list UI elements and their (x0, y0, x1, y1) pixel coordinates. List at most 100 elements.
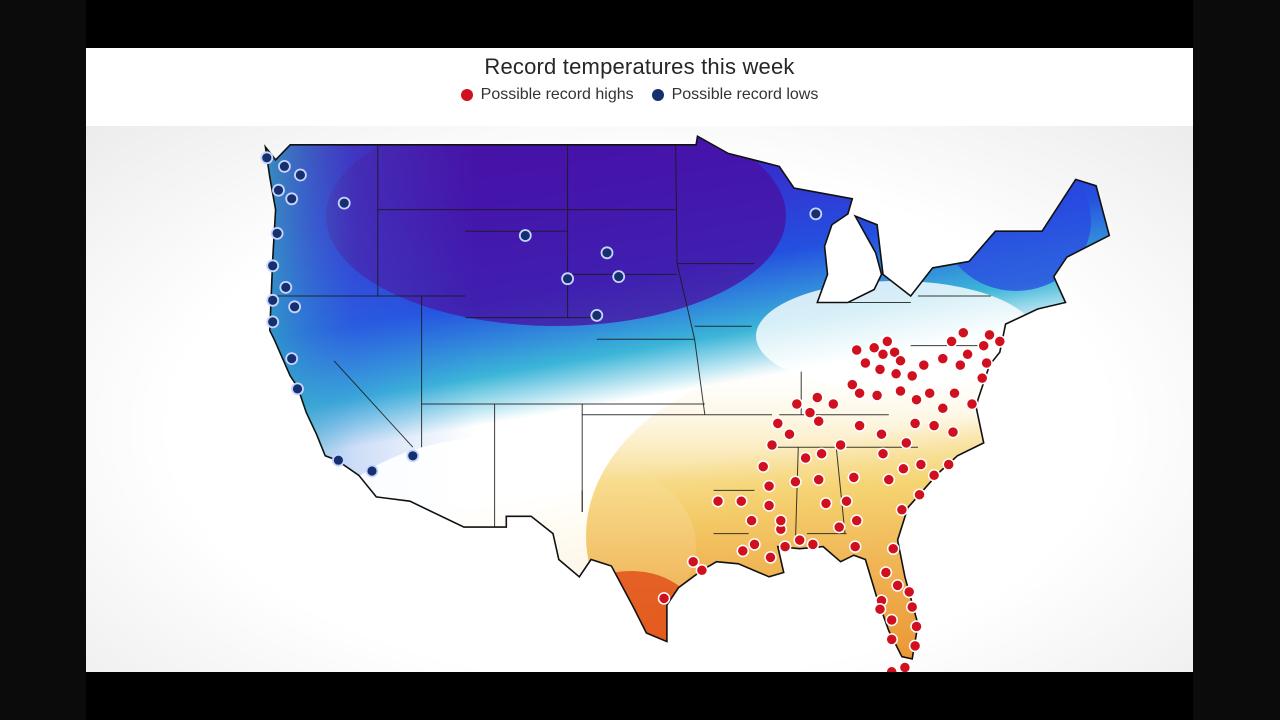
map-title: Record temperatures this week (484, 54, 795, 79)
record-high-marker (735, 494, 748, 508)
record-high-marker (819, 497, 833, 510)
record-high-marker (873, 602, 887, 616)
record-high-marker (832, 520, 846, 534)
record-low-marker (285, 192, 299, 206)
record-high-marker (850, 343, 863, 357)
record-high-marker (913, 488, 926, 501)
state-boundary-line (333, 360, 414, 448)
record-high-marker (799, 451, 812, 465)
record-high-marker (811, 391, 824, 404)
record-high-marker (914, 458, 928, 471)
record-high-marker (803, 406, 817, 419)
record-low-marker (277, 160, 291, 173)
record-high-marker (881, 335, 894, 348)
record-high-marker (965, 397, 979, 411)
record-low-marker (612, 270, 626, 284)
record-high-marker (927, 469, 941, 482)
record-low-marker (288, 300, 302, 314)
record-high-marker (840, 494, 853, 508)
record-low-marker (279, 280, 293, 294)
record-high-marker (923, 386, 936, 400)
record-high-marker (908, 417, 922, 430)
record-low-marker (285, 352, 299, 366)
record-low-marker (561, 272, 575, 286)
record-high-marker (894, 354, 907, 368)
record-high-marker (806, 538, 820, 551)
record-high-marker (908, 639, 922, 653)
state-boundary-line (694, 339, 706, 415)
record-high-marker (946, 425, 960, 439)
record-high-marker (885, 613, 898, 627)
record-high-marker (936, 402, 950, 415)
record-high-marker (771, 417, 785, 430)
record-high-marker (898, 661, 912, 672)
record-high-marker (980, 356, 993, 370)
map-graphic: Record temperatures this week Possible r… (86, 48, 1193, 672)
record-low-marker (270, 227, 284, 240)
record-low-marker (809, 207, 823, 221)
legend-item-highs: Possible record highs (460, 86, 634, 104)
record-high-marker (783, 427, 796, 441)
record-high-marker (957, 326, 970, 339)
record-high-marker (895, 503, 909, 517)
record-high-marker (736, 544, 750, 558)
record-high-marker (993, 335, 1007, 348)
record-high-marker (900, 436, 913, 450)
record-high-marker (827, 397, 840, 411)
record-high-marker (975, 371, 989, 385)
record-high-marker (846, 378, 859, 391)
record-low-marker (266, 259, 280, 273)
state-boundary-line (676, 263, 696, 340)
letterbox-left (0, 0, 86, 720)
map-canvas (86, 126, 1193, 672)
record-high-marker (885, 665, 898, 672)
record-low-dot-icon (651, 89, 664, 101)
record-high-marker (848, 540, 862, 553)
record-high-marker (885, 633, 898, 646)
record-high-marker (905, 369, 919, 383)
record-high-dot-icon (460, 89, 473, 101)
record-low-marker (272, 183, 285, 197)
record-low-marker (293, 168, 307, 182)
record-high-marker (889, 367, 903, 381)
record-high-marker (834, 438, 847, 452)
record-high-marker (891, 579, 904, 592)
record-high-marker (905, 600, 919, 614)
record-high-marker (873, 363, 887, 376)
us-temperature-map (260, 134, 1111, 672)
record-low-marker (406, 449, 420, 463)
record-high-marker (812, 415, 825, 428)
record-high-marker (875, 427, 888, 441)
record-high-marker (853, 386, 866, 400)
record-high-marker (876, 447, 890, 460)
record-high-marker (793, 533, 806, 547)
record-low-marker (600, 246, 614, 260)
record-high-marker (765, 438, 779, 452)
record-high-marker (948, 386, 961, 400)
record-high-marker (867, 341, 881, 355)
record-low-marker (266, 315, 280, 329)
marker-layer (260, 151, 1007, 672)
record-low-marker (291, 382, 304, 396)
record-high-marker (853, 419, 866, 432)
record-high-marker (888, 345, 901, 359)
temperature-field (265, 136, 1110, 659)
record-high-marker (847, 471, 861, 484)
record-high-marker (882, 473, 896, 486)
record-high-marker (954, 358, 967, 372)
record-high-marker (936, 352, 950, 365)
record-high-marker (762, 499, 776, 512)
state-boundary-line (675, 144, 678, 264)
legend-label-lows: Possible record lows (671, 86, 819, 103)
record-high-marker (983, 328, 996, 342)
record-high-marker (789, 475, 802, 489)
record-low-marker (331, 453, 345, 467)
record-high-marker (695, 564, 709, 577)
record-high-marker (870, 389, 884, 402)
record-high-marker (774, 514, 788, 527)
state-boundary-line (794, 447, 799, 545)
record-low-marker (518, 229, 532, 242)
record-high-marker (897, 462, 910, 476)
record-high-marker (927, 419, 941, 432)
record-high-marker (745, 514, 758, 527)
